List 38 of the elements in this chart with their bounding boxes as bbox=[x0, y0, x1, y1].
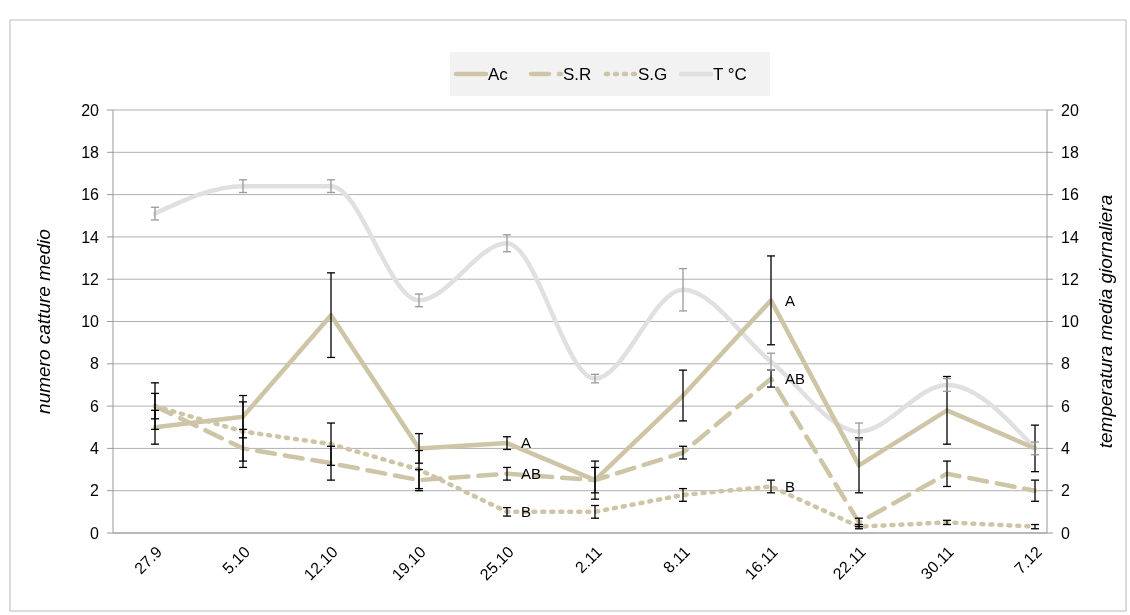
y-tick-label: 20 bbox=[81, 101, 100, 119]
y-tick-label: 2 bbox=[90, 482, 100, 500]
annotation: B bbox=[785, 477, 796, 495]
x-tick-label: 2.11 bbox=[571, 542, 606, 577]
y-tick-label: 14 bbox=[81, 228, 100, 246]
annotation: AB bbox=[785, 369, 806, 387]
y-tick-label: 0 bbox=[90, 524, 100, 542]
y2-tick-label: 14 bbox=[1061, 228, 1079, 246]
y2-tick-label: 20 bbox=[1061, 101, 1079, 119]
annotation: AB bbox=[521, 465, 542, 483]
y-tick-label: 12 bbox=[81, 270, 100, 288]
y2-tick-label: 0 bbox=[1061, 524, 1070, 542]
x-tick-label: 7.12 bbox=[1011, 542, 1046, 578]
x-tick-label: 8.11 bbox=[659, 542, 694, 577]
y2-tick-label: 2 bbox=[1061, 482, 1070, 500]
legend-label: T °C bbox=[713, 64, 747, 84]
annotation: B bbox=[521, 503, 532, 521]
y2-tick-label: 10 bbox=[1061, 313, 1079, 331]
annotation: A bbox=[785, 291, 796, 309]
y2-tick-label: 16 bbox=[1061, 186, 1079, 204]
y-tick-label: 8 bbox=[90, 355, 100, 373]
y-tick-label: 18 bbox=[81, 143, 100, 161]
y-tick-label: 4 bbox=[90, 440, 100, 457]
legend-label: S.R bbox=[563, 64, 592, 84]
y2-axis-title: temperatura media giornaliera bbox=[1095, 194, 1116, 449]
y2-tick-label: 4 bbox=[1061, 440, 1070, 457]
y-axis-title: numero catture medio bbox=[33, 229, 54, 414]
legend-label: S.G bbox=[638, 64, 668, 84]
y2-tick-label: 6 bbox=[1061, 397, 1070, 415]
x-tick-label: 5.10 bbox=[219, 542, 254, 578]
y2-tick-label: 12 bbox=[1061, 270, 1079, 288]
y2-tick-label: 18 bbox=[1061, 143, 1079, 161]
legend-label: Ac bbox=[488, 64, 509, 84]
annotation: A bbox=[521, 434, 532, 452]
y-tick-label: 10 bbox=[81, 313, 100, 331]
y2-tick-label: 8 bbox=[1061, 355, 1070, 373]
y-tick-label: 6 bbox=[90, 397, 100, 415]
y-tick-label: 16 bbox=[81, 186, 100, 204]
